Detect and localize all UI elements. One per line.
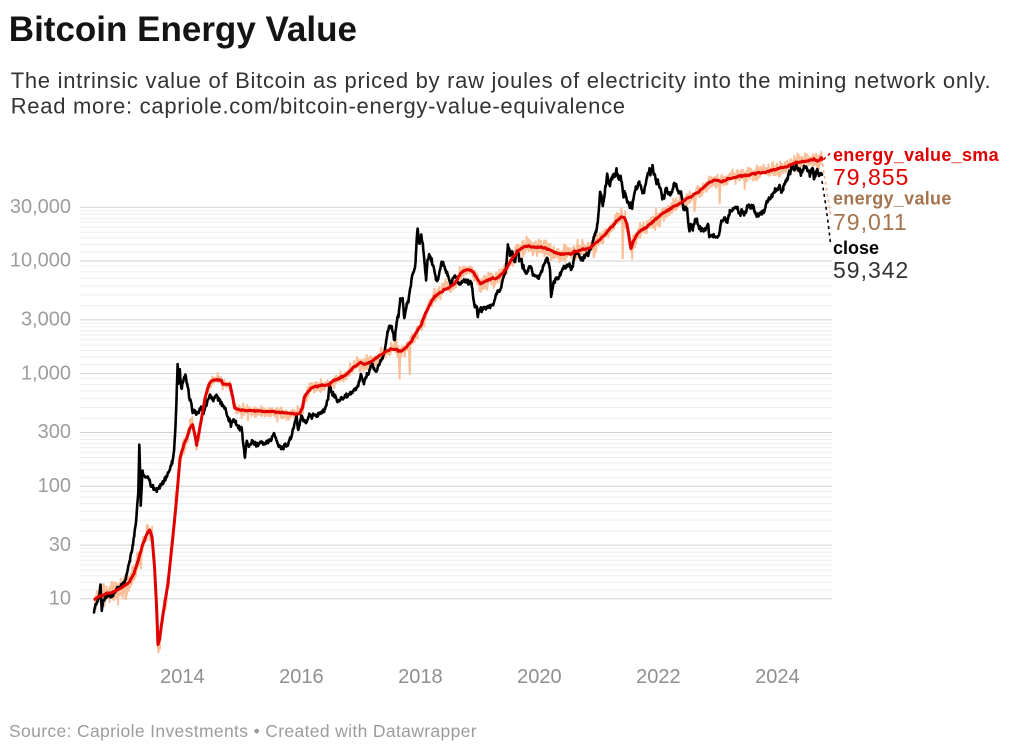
svg-text:30: 30 bbox=[49, 534, 71, 556]
svg-text:10: 10 bbox=[49, 588, 71, 610]
svg-text:2020: 2020 bbox=[517, 666, 562, 688]
svg-text:300: 300 bbox=[38, 421, 71, 443]
svg-text:The intrinsic value of Bitcoin: The intrinsic value of Bitcoin as priced… bbox=[11, 68, 992, 93]
svg-text:close: close bbox=[833, 238, 879, 258]
svg-text:Source: Capriole Investments •: Source: Capriole Investments • Created w… bbox=[9, 721, 477, 741]
svg-text:2024: 2024 bbox=[755, 666, 800, 688]
svg-text:Read more: capriole.com/bitcoi: Read more: capriole.com/bitcoin-energy-v… bbox=[11, 93, 626, 118]
svg-text:30,000: 30,000 bbox=[10, 196, 71, 218]
svg-text:59,342: 59,342 bbox=[833, 257, 909, 283]
svg-text:3,000: 3,000 bbox=[21, 309, 71, 331]
svg-text:79,011: 79,011 bbox=[833, 209, 908, 235]
svg-text:79,855: 79,855 bbox=[833, 164, 909, 190]
svg-text:10,000: 10,000 bbox=[10, 250, 71, 272]
svg-text:energy_value_sma: energy_value_sma bbox=[833, 145, 1000, 165]
svg-text:2022: 2022 bbox=[636, 666, 681, 688]
svg-text:1,000: 1,000 bbox=[21, 362, 71, 384]
svg-text:2016: 2016 bbox=[279, 666, 324, 688]
svg-text:2014: 2014 bbox=[160, 666, 205, 688]
svg-text:Bitcoin Energy Value: Bitcoin Energy Value bbox=[9, 10, 357, 49]
svg-text:2018: 2018 bbox=[398, 666, 443, 688]
svg-text:energy_value: energy_value bbox=[833, 189, 952, 209]
svg-text:100: 100 bbox=[38, 475, 71, 497]
